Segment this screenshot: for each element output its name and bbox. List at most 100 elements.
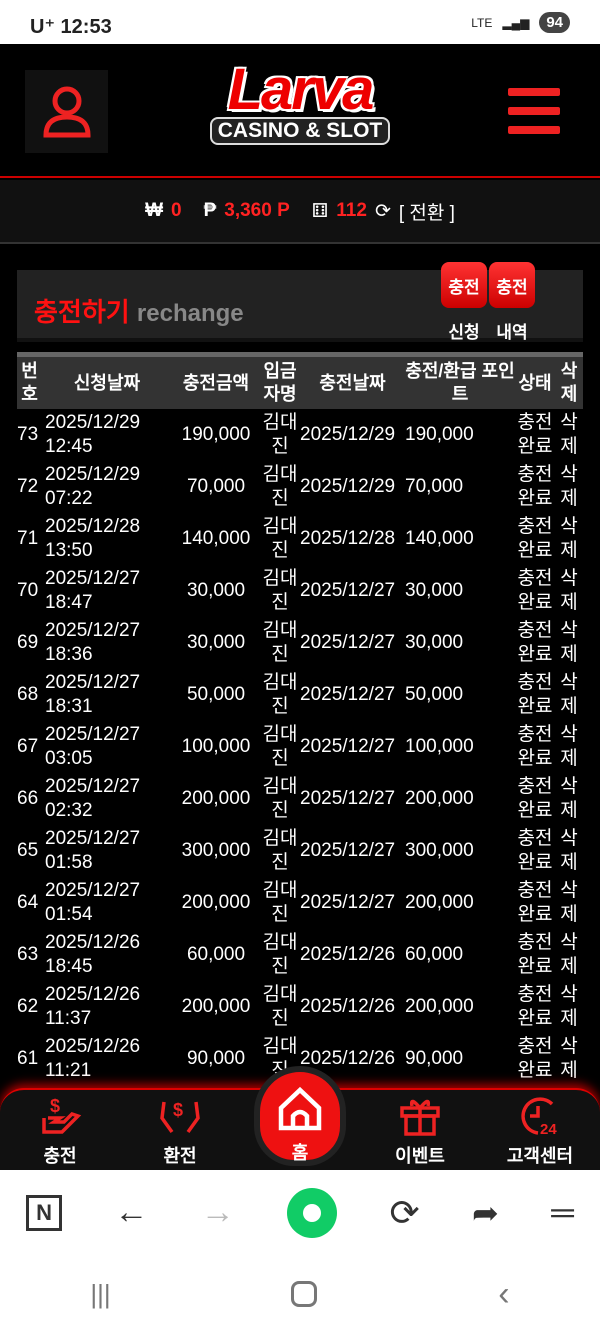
hamburger-menu-icon[interactable] (508, 88, 560, 145)
table-row: 73 2025/12/29 12:45 190,000 김대진 2025/12/29 19… (17, 409, 583, 461)
status: 충전완료 (517, 932, 553, 977)
table-row: 67 2025/12/27 03:05 100,000 김대진 2025/12/27 10… (17, 721, 583, 773)
battery-level: 94 (539, 12, 570, 33)
points: 300,000 (405, 840, 474, 861)
status-bar: U⁺ 12:53 LTE ▂▄▆ 94 (0, 0, 600, 44)
charge-amount: 60,000 (186, 944, 246, 965)
status: 충전완료 (517, 672, 553, 717)
request-date: 2025/12/27 01:54 (45, 880, 141, 925)
delete-button[interactable]: 삭제 (560, 620, 578, 665)
gift-icon (400, 1099, 440, 1136)
chip-balance: 112 (336, 200, 367, 221)
share-icon[interactable]: ➦ (471, 1194, 499, 1231)
charge-amount: 30,000 (186, 580, 246, 601)
site-header: Larva CASINO & SLOT (0, 44, 600, 178)
depositor-name: 김대진 (262, 412, 298, 457)
points: 100,000 (405, 736, 474, 757)
point-balance: 3,360 P (224, 200, 290, 221)
nav-support[interactable]: 24 고객센터 (490, 1096, 590, 1168)
refresh-icon[interactable]: ⟳ (374, 200, 391, 222)
back-system-icon[interactable]: ‹ (498, 1274, 510, 1313)
charge-amount: 50,000 (186, 684, 246, 705)
svg-text:$: $ (173, 1100, 183, 1120)
points: 200,000 (405, 788, 474, 809)
request-date: 2025/12/27 18:47 (45, 568, 141, 613)
charge-date: 2025/12/27 (300, 736, 396, 757)
menu-icon[interactable]: ═ (551, 1194, 574, 1230)
delete-button[interactable]: 삭제 (560, 1036, 578, 1081)
request-date: 2025/12/29 07:22 (45, 464, 141, 509)
naver-icon[interactable]: N (26, 1194, 63, 1231)
nav-charge[interactable]: $ 충전 (10, 1096, 110, 1168)
delete-button[interactable]: 삭제 (560, 828, 578, 873)
depositor-name: 김대진 (262, 724, 298, 769)
row-number: 67 (17, 736, 39, 757)
points: 60,000 (405, 944, 464, 965)
charge-date: 2025/12/26 (300, 944, 396, 965)
charge-amount: 300,000 (181, 840, 251, 861)
delete-button[interactable]: 삭제 (560, 568, 578, 613)
forward-icon[interactable]: → (200, 1193, 235, 1231)
charge-amount: 30,000 (186, 632, 246, 653)
charge-amount: 200,000 (181, 788, 251, 809)
charge-amount: 100,000 (181, 736, 251, 757)
charge-amount: 90,000 (186, 1048, 246, 1069)
depositor-name: 김대진 (262, 568, 298, 613)
row-number: 64 (17, 892, 39, 913)
network-indicator: LTE (471, 15, 493, 30)
depositor-name: 김대진 (262, 880, 298, 925)
status: 충전완료 (517, 412, 553, 457)
home-system-icon[interactable] (291, 1281, 318, 1307)
charge-request-button[interactable]: 충전 신청 (441, 262, 487, 343)
points: 30,000 (405, 580, 464, 601)
nav-home[interactable]: 홈 (254, 1066, 346, 1166)
charge-date: 2025/12/28 (300, 528, 396, 549)
charge-date: 2025/12/27 (300, 840, 396, 861)
status: 충전완료 (517, 620, 553, 665)
recent-apps-icon[interactable]: ||| (90, 1278, 111, 1309)
nav-exchange[interactable]: $ 환전 (130, 1096, 230, 1168)
green-dot-icon[interactable] (287, 1187, 338, 1238)
delete-button[interactable]: 삭제 (560, 464, 578, 509)
charge-date: 2025/12/27 (300, 892, 396, 913)
depositor-name: 김대진 (262, 620, 298, 665)
switch-button[interactable]: [ 전환 ] (398, 202, 455, 224)
request-date: 2025/12/27 02:32 (45, 776, 141, 821)
delete-button[interactable]: 삭제 (560, 516, 578, 561)
delete-button[interactable]: 삭제 (560, 880, 578, 925)
clock-24-icon: 24 (521, 1097, 557, 1136)
delete-button[interactable]: 삭제 (560, 776, 578, 821)
depositor-name: 김대진 (262, 672, 298, 717)
site-logo[interactable]: Larva CASINO & SLOT (205, 56, 395, 166)
column-header: 입금자명 (263, 361, 297, 404)
user-button[interactable] (25, 70, 108, 153)
depositor-name: 김대진 (262, 984, 298, 1029)
delete-button[interactable]: 삭제 (560, 672, 578, 717)
table-row: 72 2025/12/29 07:22 70,000 김대진 2025/12/29 70,… (17, 461, 583, 513)
balance-bar: ₩0 ₱ 3,360 P ⚅ 112 ⟳ [ 전환 ] (0, 180, 600, 244)
charge-history-button[interactable]: 충전 내역 (489, 262, 535, 343)
depositor-name: 김대진 (262, 828, 298, 873)
table-row: 62 2025/12/26 11:37 200,000 김대진 2025/12/26 20… (17, 981, 583, 1033)
table-row: 63 2025/12/26 18:45 60,000 김대진 2025/12/26 60,… (17, 929, 583, 981)
browser-toolbar: N ← → ⟳ ➦ ═ (0, 1170, 600, 1255)
delete-button[interactable]: 삭제 (560, 724, 578, 769)
charge-date: 2025/12/27 (300, 580, 396, 601)
charge-date: 2025/12/26 (300, 1048, 396, 1069)
nav-event[interactable]: 이벤트 (370, 1096, 470, 1168)
hands-dollar-icon: $ (160, 1100, 200, 1134)
system-navigation: ||| ‹ (0, 1255, 600, 1333)
delete-button[interactable]: 삭제 (560, 412, 578, 457)
dice-icon: ⚅ (311, 200, 329, 222)
won-icon: ₩ (145, 200, 163, 221)
reload-icon[interactable]: ⟳ (389, 1191, 420, 1233)
request-date: 2025/12/29 12:45 (45, 412, 141, 457)
status: 충전완료 (517, 516, 553, 561)
back-icon[interactable]: ← (114, 1193, 149, 1231)
delete-button[interactable]: 삭제 (560, 932, 578, 977)
delete-button[interactable]: 삭제 (560, 984, 578, 1029)
hand-dollar-icon: $ (42, 1096, 82, 1134)
home-icon (278, 1086, 322, 1131)
row-number: 71 (17, 528, 39, 549)
depositor-name: 김대진 (262, 776, 298, 821)
